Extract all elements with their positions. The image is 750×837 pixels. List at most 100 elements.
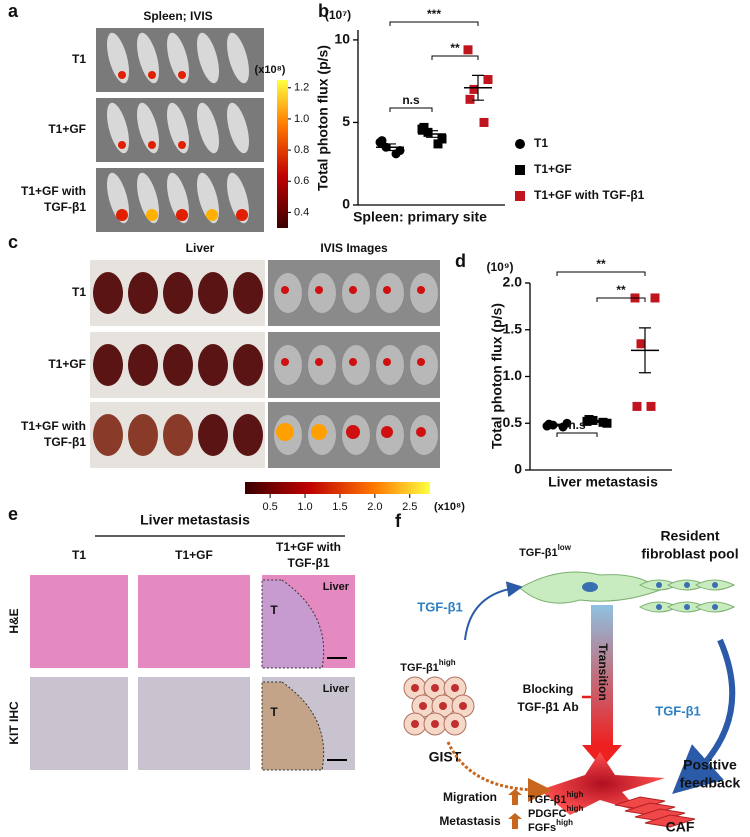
significance-bracket xyxy=(556,271,646,276)
nucleus xyxy=(582,582,598,592)
label: ** xyxy=(596,257,606,271)
label: *** xyxy=(427,7,441,21)
label: T1 xyxy=(72,285,86,299)
significance-bracket xyxy=(389,21,479,26)
transition-bar xyxy=(591,605,613,745)
label-sup: low xyxy=(558,543,572,552)
liver-ivis xyxy=(342,345,370,385)
label: 1.0 xyxy=(503,367,523,383)
nucleus xyxy=(712,582,718,588)
spleen xyxy=(167,102,189,154)
label: T1+GF with xyxy=(276,540,341,554)
label: ** xyxy=(450,41,460,55)
label: Resident xyxy=(660,528,719,544)
point xyxy=(650,293,660,303)
label-sup: high xyxy=(567,790,584,799)
histology-image xyxy=(138,575,250,668)
label: Positive xyxy=(683,757,737,773)
liver xyxy=(233,344,263,386)
caf-cell xyxy=(624,802,676,816)
label: 1.0 xyxy=(294,113,309,125)
legend-marker xyxy=(515,165,525,175)
label: 1.2 xyxy=(294,82,309,94)
spleen xyxy=(137,32,159,84)
label: TGF-β1high xyxy=(400,658,455,674)
signal xyxy=(383,358,391,366)
label: Spleen: primary site xyxy=(353,209,487,225)
label: n.s xyxy=(402,93,420,107)
up-arrow xyxy=(508,789,522,805)
liver-ivis xyxy=(376,345,404,385)
signal xyxy=(146,209,158,221)
spleen xyxy=(197,32,219,84)
nucleus xyxy=(419,702,427,710)
label: fibroblast pool xyxy=(641,546,738,562)
signal xyxy=(346,425,360,439)
liver-ivis xyxy=(274,273,302,313)
label: T xyxy=(270,705,278,719)
label: T1+GF with xyxy=(21,184,86,198)
point xyxy=(377,136,387,146)
nucleus xyxy=(459,702,467,710)
spleen xyxy=(227,32,249,84)
signal xyxy=(148,71,156,79)
point xyxy=(433,139,443,149)
label: e xyxy=(8,504,18,524)
liver-ivis xyxy=(274,345,302,385)
label: 1.0 xyxy=(297,501,312,513)
label: d xyxy=(455,251,466,271)
label: T1 xyxy=(72,548,86,562)
label-base: TGF-β1 xyxy=(519,547,558,559)
label: 1.5 xyxy=(332,501,347,513)
label: TGF-β1 xyxy=(288,556,330,570)
nucleus xyxy=(411,720,419,728)
signal xyxy=(349,286,357,294)
error-bar xyxy=(384,143,396,152)
signal xyxy=(417,358,425,366)
label: IVIS Images xyxy=(320,241,388,255)
spleen xyxy=(227,102,249,154)
point xyxy=(584,415,594,425)
nucleus xyxy=(656,604,662,610)
label-sup: high xyxy=(567,804,584,813)
point xyxy=(437,134,447,144)
point xyxy=(465,94,475,104)
liver xyxy=(233,272,263,314)
colorbar xyxy=(245,482,430,494)
liver-ivis xyxy=(308,273,336,313)
liver xyxy=(128,272,158,314)
signal xyxy=(311,424,327,440)
label-sup: high xyxy=(439,658,456,667)
significance-bracket xyxy=(556,432,598,437)
signal xyxy=(178,141,186,149)
point xyxy=(483,75,493,85)
label: T1+GF xyxy=(48,357,86,371)
signal xyxy=(118,71,126,79)
label: 0.5 xyxy=(262,501,277,513)
spleen xyxy=(107,102,129,154)
label: b xyxy=(318,1,329,21)
signal xyxy=(381,426,393,438)
significance-bracket xyxy=(596,297,646,302)
arrow xyxy=(446,741,552,802)
signal xyxy=(417,286,425,294)
nucleus xyxy=(712,604,718,610)
liver xyxy=(163,272,193,314)
label: CAF xyxy=(666,819,695,835)
spleen xyxy=(137,102,159,154)
nucleus xyxy=(431,684,439,692)
point xyxy=(636,339,646,349)
label: TGF-β1low xyxy=(519,543,572,559)
label: T1+GF with TGF-β1 xyxy=(534,188,645,202)
error-bar xyxy=(551,423,563,427)
label: f xyxy=(395,511,402,531)
signal xyxy=(176,209,188,221)
significance-bracket xyxy=(431,55,479,60)
spleen xyxy=(167,32,189,84)
error-bar xyxy=(426,130,438,138)
nucleus xyxy=(411,684,419,692)
caf-cell xyxy=(634,808,686,822)
label-base: PDGFC xyxy=(528,808,567,820)
label: Spleen; IVIS xyxy=(143,9,212,23)
signal xyxy=(118,141,126,149)
